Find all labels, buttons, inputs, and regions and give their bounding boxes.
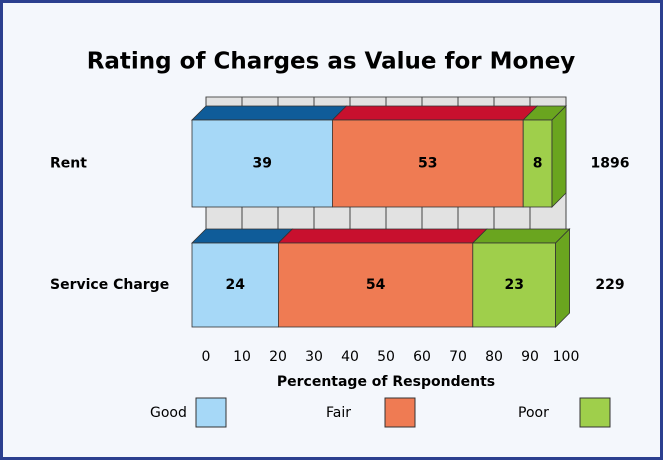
x-tick-label: 80 bbox=[485, 349, 503, 365]
legend-swatch bbox=[195, 397, 227, 428]
x-tick-label: 70 bbox=[449, 349, 467, 365]
chart-title: Rating of Charges as Value for Money bbox=[87, 49, 576, 75]
bar-side-face bbox=[551, 105, 567, 208]
category-label: Rent bbox=[50, 156, 87, 172]
total-label: 1896 bbox=[591, 156, 630, 172]
legend-label: Good bbox=[150, 405, 187, 421]
legend-swatch bbox=[384, 397, 416, 428]
data-label: 39 bbox=[252, 156, 271, 172]
bar-top-face bbox=[331, 105, 539, 121]
bar bbox=[191, 119, 333, 208]
data-label: 54 bbox=[366, 277, 386, 293]
bar-top-face bbox=[191, 228, 294, 244]
bar-top-face bbox=[277, 228, 488, 244]
bar bbox=[331, 119, 524, 208]
x-tick-label: 90 bbox=[521, 349, 539, 365]
bar-top-face bbox=[471, 228, 571, 244]
bar bbox=[472, 242, 556, 328]
bar bbox=[277, 242, 474, 328]
x-tick-label: 40 bbox=[341, 349, 359, 365]
x-tick-label: 10 bbox=[233, 349, 251, 365]
x-tick-label: 20 bbox=[269, 349, 287, 365]
bar-top-face bbox=[191, 105, 348, 121]
bar bbox=[522, 119, 553, 208]
data-label: 24 bbox=[225, 277, 245, 293]
bar-side-face bbox=[555, 228, 570, 328]
data-label: 53 bbox=[418, 156, 437, 172]
x-tick-label: 0 bbox=[202, 349, 211, 365]
x-axis-label: Percentage of Respondents bbox=[277, 374, 495, 390]
legend-swatch bbox=[579, 397, 611, 428]
legend-label: Poor bbox=[518, 405, 549, 421]
total-label: 229 bbox=[595, 277, 624, 293]
x-tick-label: 60 bbox=[413, 349, 431, 365]
x-tick-label: 50 bbox=[377, 349, 395, 365]
data-label: 8 bbox=[533, 156, 543, 172]
legend-label: Fair bbox=[326, 405, 351, 421]
data-label: 23 bbox=[504, 277, 523, 293]
x-tick-label: 100 bbox=[553, 349, 580, 365]
category-label: Service Charge bbox=[50, 277, 169, 293]
x-tick-label: 30 bbox=[305, 349, 323, 365]
